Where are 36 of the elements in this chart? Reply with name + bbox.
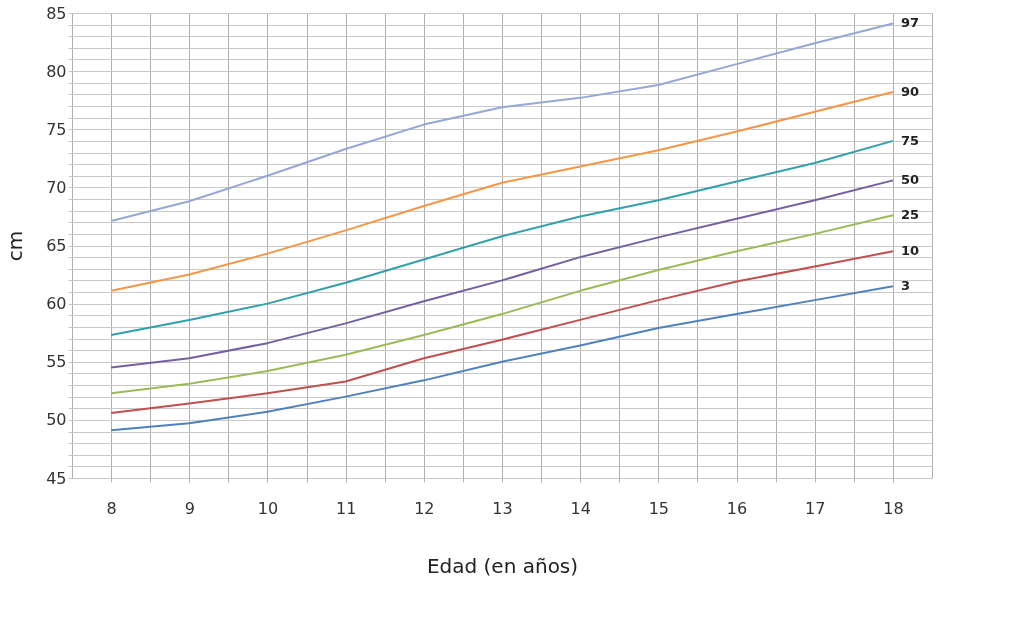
y-tick-label: 55	[46, 352, 67, 372]
series-label: 97	[900, 15, 919, 31]
series-label: 3	[900, 278, 910, 294]
line-series	[110, 139, 894, 337]
x-tick-label: 17	[805, 498, 826, 518]
series-label: 90	[900, 84, 919, 100]
line-series	[110, 250, 894, 414]
y-tick-label: 60	[46, 294, 67, 314]
y-tick-label: 80	[46, 61, 67, 81]
series-label: 25	[900, 207, 919, 223]
x-tick-label: 14	[570, 498, 591, 518]
x-tick-label: 16	[726, 498, 748, 518]
x-tick-label: 18	[883, 498, 904, 518]
line-series	[110, 22, 894, 223]
x-tick-label: 8	[106, 498, 117, 518]
line-series	[110, 285, 894, 432]
y-tick-label: 70	[46, 177, 67, 197]
x-tick-label: 15	[648, 498, 670, 518]
series-label: 50	[900, 172, 919, 188]
y-tick-label: 85	[46, 3, 67, 23]
line-series	[110, 179, 894, 369]
y-tick-label: 65	[46, 236, 67, 255]
y-tick-label: 50	[46, 410, 67, 430]
y-tick-label: 45	[46, 468, 67, 488]
x-tick-label: 13	[492, 498, 513, 518]
series-label: 75	[900, 132, 919, 148]
series-label: 10	[900, 243, 919, 259]
x-tick-label: 12	[414, 498, 435, 518]
x-axis-title: Edad (en años)	[426, 553, 579, 578]
line-series	[110, 214, 894, 395]
x-tick-label: 10	[257, 498, 279, 518]
x-tick-label: 11	[335, 498, 357, 518]
line-series	[110, 91, 894, 292]
y-axis-title: cm	[3, 230, 28, 262]
y-tick-label: 75	[46, 119, 67, 139]
x-tick-label: 9	[184, 498, 195, 518]
